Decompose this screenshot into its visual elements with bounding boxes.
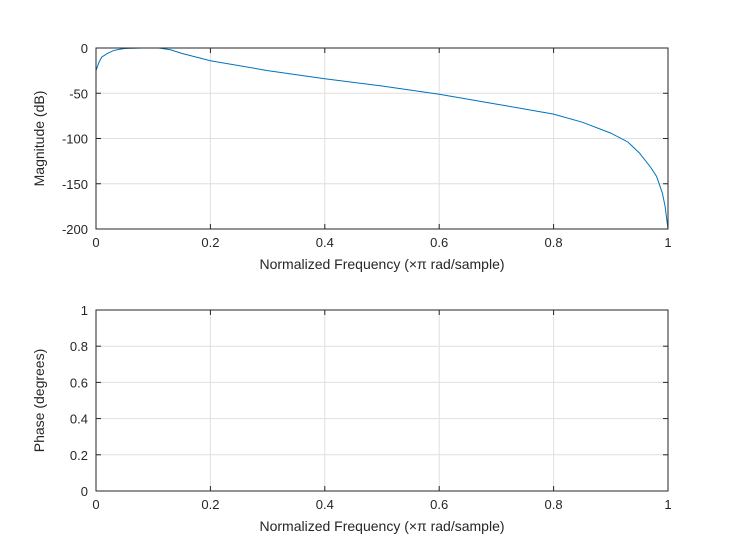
y-tick-label: -200 — [62, 222, 88, 237]
axes-box — [95, 47, 669, 230]
x-tick-label: 0 — [92, 235, 99, 250]
y-tick-label: 0.4 — [70, 412, 88, 427]
axes-1: 0 0.2 0.4 0.6 0.8 1 0 -50 -100 -150 -200 Normalized… — [31, 41, 672, 272]
y-tick-label: 0 — [81, 484, 88, 499]
y-axis-label: Magnitude (dB) — [31, 91, 47, 187]
y-tick-label: -50 — [69, 86, 88, 101]
plot-area — [96, 310, 668, 491]
x-axis-label: Normalized Frequency (×π rad/sample) — [259, 518, 504, 534]
y-tick-label: 0.2 — [70, 448, 88, 463]
x-tick-label: 0 — [92, 497, 99, 512]
x-tick-label: 0.4 — [316, 497, 334, 512]
y-tick-label: 0 — [81, 41, 88, 56]
y-tick-label: 0.8 — [70, 339, 88, 354]
y-tick-label: -100 — [62, 132, 88, 147]
y-axis-label: Phase (degrees) — [31, 349, 47, 453]
x-tick-label: 1 — [664, 497, 671, 512]
x-axis-label: Normalized Frequency (×π rad/sample) — [259, 256, 504, 272]
x-tick-label: 0.8 — [545, 235, 563, 250]
y-tick-label: -150 — [62, 177, 88, 192]
x-tick-label: 0.2 — [201, 497, 219, 512]
y-tick-label: 0.6 — [70, 375, 88, 390]
x-tick-label: 0.2 — [201, 235, 219, 250]
y-tick-label: 1 — [81, 303, 88, 318]
x-tick-label: 0.6 — [430, 235, 448, 250]
x-tick-label: 0.6 — [430, 497, 448, 512]
x-tick-label: 1 — [664, 235, 671, 250]
x-tick-label: 0.4 — [316, 235, 334, 250]
x-tick-label: 0.8 — [545, 497, 563, 512]
axes-box — [95, 309, 669, 492]
axes-2: 0 0.2 0.4 0.6 0.8 1 0 0.2 0.4 0.6 0.8 1 Normalized F… — [31, 303, 672, 534]
magnitude-line — [95, 47, 669, 230]
